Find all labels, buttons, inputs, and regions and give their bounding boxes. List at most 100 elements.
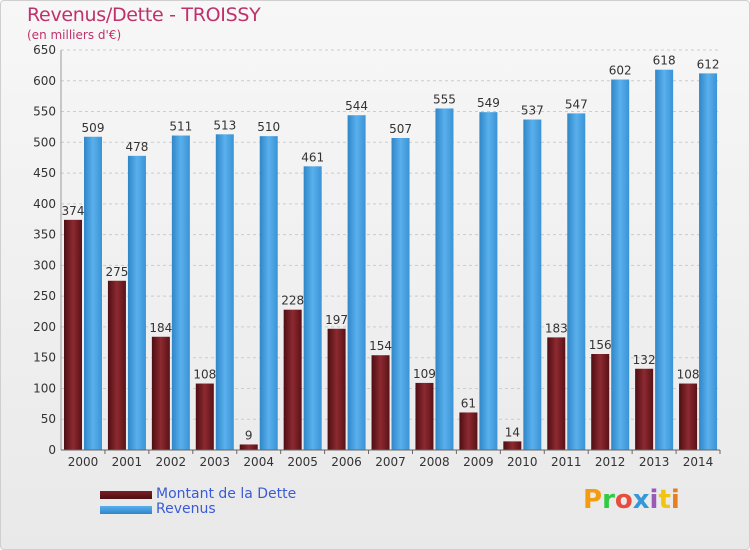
bar-revenus [567, 113, 586, 450]
logo-letter: i [670, 485, 680, 515]
chart-title: Revenus/Dette - TROISSY [27, 4, 261, 26]
bar-debt [503, 441, 522, 450]
data-label-revenus: 555 [433, 92, 456, 106]
y-tick-label: 250 [33, 289, 56, 303]
bar-debt [459, 412, 478, 450]
bar-revenus [523, 119, 542, 451]
bar-revenus [347, 115, 366, 450]
bar-revenus [84, 136, 102, 450]
bar-revenus [479, 112, 498, 451]
bar-debt [371, 355, 390, 450]
bar-revenus [699, 73, 718, 450]
data-label-revenus: 549 [477, 96, 500, 110]
bar-debt [327, 328, 346, 450]
bar-debt [64, 219, 82, 450]
data-label-debt: 197 [325, 313, 348, 327]
x-tick-label: 2000 [68, 455, 99, 469]
bar-debt [547, 337, 566, 450]
bar-debt [415, 382, 434, 450]
data-label-revenus: 537 [521, 104, 544, 118]
data-label-debt: 132 [633, 353, 656, 367]
x-tick-label: 2012 [595, 455, 626, 469]
y-tick-label: 200 [33, 320, 56, 334]
x-tick-label: 2007 [375, 455, 406, 469]
x-tick-label: 2003 [199, 455, 230, 469]
data-label-revenus: 510 [257, 120, 280, 134]
data-label-revenus: 507 [389, 122, 412, 136]
bar-debt [591, 354, 610, 450]
x-tick-label: 2004 [243, 455, 274, 469]
x-tick-label: 2001 [112, 455, 143, 469]
x-tick-label: 2013 [639, 455, 670, 469]
data-label-revenus: 547 [565, 97, 588, 111]
y-tick-label: 650 [33, 43, 56, 57]
data-label-debt: 154 [369, 339, 392, 353]
data-label-revenus: 612 [697, 57, 720, 71]
bar-revenus [127, 155, 146, 450]
chart-subtitle: (en milliers d'€) [27, 28, 122, 42]
y-tick-label: 400 [33, 197, 56, 211]
bar-revenus [435, 108, 454, 450]
x-tick-label: 2010 [507, 455, 538, 469]
data-label-debt: 108 [193, 368, 216, 382]
y-tick-label: 450 [33, 166, 56, 180]
data-label-revenus: 511 [169, 120, 192, 134]
bar-revenus [171, 135, 190, 451]
bar-revenus [391, 138, 410, 450]
bar-debt [679, 383, 698, 450]
logo-letter: x [632, 485, 650, 515]
bar-debt [239, 444, 258, 450]
legend-item-revenus: Revenus [100, 501, 400, 517]
legend-swatch-revenus [100, 506, 152, 514]
x-tick-label: 2014 [683, 455, 714, 469]
data-label-revenus: 513 [213, 118, 236, 132]
bar-debt [283, 309, 302, 450]
logo-letter: P [583, 485, 603, 515]
legend-label-debt: Montant de la Dette [156, 486, 297, 502]
logo-letter: i [649, 485, 659, 515]
y-tick-label: 50 [41, 412, 56, 426]
y-tick-label: 550 [33, 105, 56, 119]
data-label-debt: 156 [589, 338, 612, 352]
legend-swatch-debt [100, 491, 152, 499]
bar-debt [635, 368, 654, 450]
legend-item-debt: Montant de la Dette [100, 486, 400, 502]
bar-revenus [215, 134, 234, 451]
x-tick-label: 2009 [463, 455, 494, 469]
y-tick-label: 150 [33, 351, 56, 365]
y-tick-label: 350 [33, 228, 56, 242]
y-tick-label: 300 [33, 258, 56, 272]
logo-letter: r [602, 485, 615, 515]
data-label-debt: 275 [105, 265, 128, 279]
bar-debt [195, 383, 214, 450]
x-tick-label: 2005 [287, 455, 318, 469]
data-label-revenus: 509 [82, 121, 105, 135]
data-label-revenus: 478 [125, 140, 148, 154]
data-label-debt: 61 [461, 396, 476, 410]
y-tick-label: 600 [33, 74, 56, 88]
data-label-revenus: 461 [301, 150, 324, 164]
data-label-revenus: 544 [345, 99, 368, 113]
x-tick-label: 2011 [551, 455, 582, 469]
data-label-revenus: 602 [609, 64, 632, 78]
data-label-debt: 184 [149, 321, 172, 335]
legend: Montant de la Dette Revenus [100, 486, 400, 518]
data-label-debt: 108 [677, 368, 700, 382]
data-label-revenus: 618 [653, 54, 676, 68]
x-tick-label: 2008 [419, 455, 450, 469]
data-label-debt: 109 [413, 367, 436, 381]
bar-debt [151, 336, 170, 450]
legend-label-revenus: Revenus [156, 501, 216, 517]
y-tick-label: 100 [33, 381, 56, 395]
y-tick-label: 500 [33, 135, 56, 149]
data-label-debt: 14 [505, 425, 520, 439]
bar-revenus [655, 69, 674, 450]
bar-revenus [303, 166, 322, 451]
proxiti-logo: Proxiti [583, 485, 680, 515]
logo-letter: t [658, 485, 671, 515]
y-tick-label: 0 [48, 443, 56, 457]
data-label-debt: 9 [245, 428, 253, 442]
bar-debt [107, 280, 126, 450]
data-label-debt: 228 [281, 294, 304, 308]
